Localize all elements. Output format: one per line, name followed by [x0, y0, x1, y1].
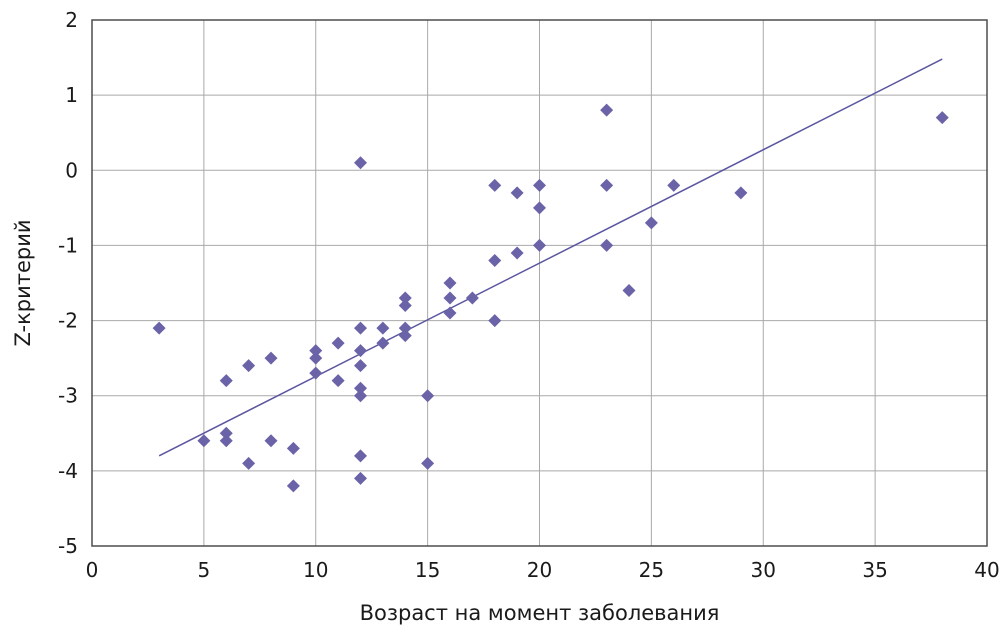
data-point — [421, 456, 435, 470]
plot-area-frame — [91, 19, 988, 547]
x-tick-label: 40 — [974, 558, 999, 582]
data-point — [286, 441, 300, 455]
x-tick-label: 5 — [198, 558, 211, 582]
data-point — [398, 329, 412, 343]
data-point — [510, 186, 524, 200]
x-tick-label: 0 — [86, 558, 99, 582]
data-point — [219, 374, 233, 388]
data-point — [354, 381, 367, 395]
x-tick-label: 30 — [751, 558, 776, 582]
data-point — [309, 344, 323, 358]
data-point — [264, 351, 278, 365]
x-tick-label: 15 — [415, 558, 440, 582]
data-point — [398, 299, 412, 313]
data-point — [354, 344, 367, 358]
data-point — [197, 434, 211, 448]
y-tick-label: 0 — [65, 158, 78, 182]
data-point — [354, 156, 367, 170]
data-point — [398, 321, 412, 335]
x-tick-label: 20 — [527, 558, 552, 582]
data-point — [219, 426, 233, 440]
data-point — [533, 178, 546, 192]
data-point — [376, 321, 390, 335]
data-point — [443, 306, 457, 320]
x-tick-label: 10 — [303, 558, 328, 582]
data-point — [600, 238, 614, 252]
x-axis-label: Возраст на момент заболевания — [360, 601, 720, 625]
data-point — [309, 366, 323, 380]
data-point — [510, 246, 524, 260]
data-point — [465, 291, 479, 305]
y-axis-tick-labels: 2 1 0 -1 -2 -3 -4 -5 — [58, 8, 78, 558]
data-point — [152, 321, 166, 335]
data-point — [488, 178, 502, 192]
y-tick-label: -2 — [58, 309, 78, 333]
data-point — [488, 314, 502, 328]
y-tick-label: -1 — [58, 233, 78, 257]
data-point — [488, 253, 502, 267]
data-point — [622, 284, 636, 298]
trend-line — [158, 58, 943, 457]
data-point — [667, 178, 681, 192]
data-point — [354, 389, 367, 403]
data-point — [242, 359, 256, 373]
grid-lines — [91, 19, 988, 547]
data-point — [533, 238, 546, 252]
data-point — [354, 449, 367, 463]
x-tick-label: 25 — [639, 558, 664, 582]
data-point — [398, 291, 412, 305]
y-tick-label: 2 — [65, 8, 78, 32]
data-point — [354, 359, 367, 373]
data-point — [443, 291, 457, 305]
y-tick-label: -4 — [58, 459, 78, 483]
data-point — [242, 456, 256, 470]
data-point — [219, 434, 233, 448]
data-point — [354, 471, 367, 485]
data-point — [644, 216, 658, 230]
data-point — [354, 321, 367, 335]
data-point — [600, 178, 614, 192]
data-point — [286, 479, 300, 493]
x-axis-tick-labels: 0 5 10 15 20 25 30 35 40 — [86, 558, 1000, 582]
data-point — [600, 103, 614, 117]
data-point — [331, 374, 345, 388]
y-tick-label: -5 — [58, 534, 78, 558]
x-tick-label: 35 — [862, 558, 887, 582]
data-point — [264, 434, 278, 448]
data-point — [376, 336, 390, 350]
data-point — [309, 351, 323, 365]
y-axis-label: Z-критерий — [11, 219, 35, 346]
y-tick-label: 1 — [65, 83, 78, 107]
data-point — [533, 201, 546, 215]
data-point — [734, 186, 748, 200]
data-point — [935, 111, 949, 125]
y-tick-label: -3 — [58, 384, 78, 408]
data-point — [421, 389, 435, 403]
data-point — [331, 336, 345, 350]
data-point — [443, 276, 457, 290]
data-points — [152, 103, 949, 493]
